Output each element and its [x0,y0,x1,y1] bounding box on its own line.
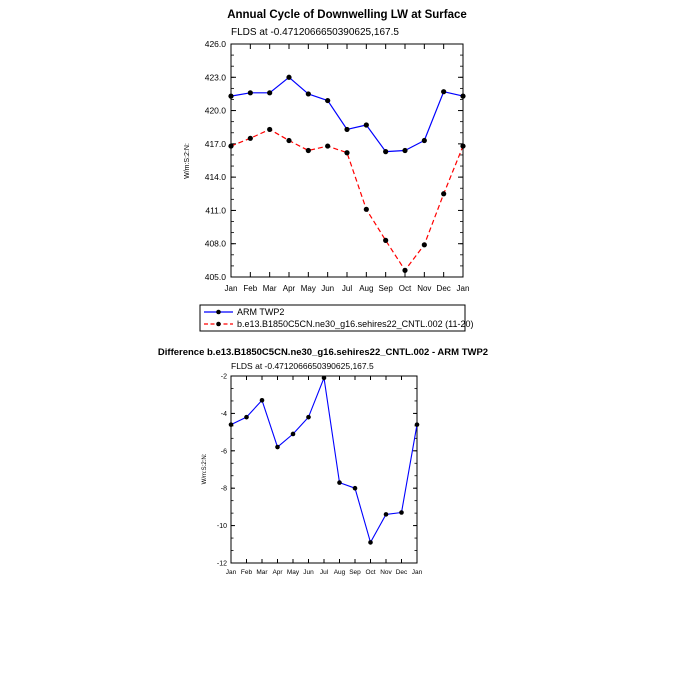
top-series-1-point [267,126,273,133]
bottom-y-tick-label: -4 [221,411,227,418]
legend-marker-1 [216,321,221,327]
bottom-x-tick-label: Jan [412,569,423,576]
bottom-x-tick-label: May [287,569,300,576]
top-y-tick-label: 420.0 [205,106,227,116]
bottom-chart-subtitle: FLDS at -0.4712066650390625,167.5 [231,361,374,371]
top-series-0-point [383,149,389,155]
top-series-1-point [460,143,466,149]
bottom-series-0-point [352,485,358,491]
top-chart-subtitle: FLDS at -0.4712066650390625,167.5 [231,27,399,38]
bottom-y-tick-label: -10 [217,523,227,530]
bottom-series-0-point [399,510,404,515]
top-series-1-point [305,147,311,154]
bottom-x-tick-label: Mar [256,569,268,576]
legend-label-1: b.e13.B1850C5CN.ne30_g16.sehires22_CNTL.… [237,319,474,329]
bottom-chart-title: Difference b.e13.B1850C5CN.ne30_g16.sehi… [158,347,488,358]
bottom-x-tick-label: Jan [226,569,237,576]
bottom-x-tick-label: Aug [334,569,346,576]
top-series-1-point [286,137,292,144]
bottom-series-0-point [275,444,280,450]
top-x-tick-label: Sep [379,284,394,293]
top-y-tick-label: 417.0 [205,139,227,149]
top-x-tick-label: Mar [263,284,277,293]
top-series-1-point [247,135,253,141]
top-x-tick-label: Nov [417,284,431,293]
top-series-0-point [402,147,408,154]
top-x-tick-label: Jun [321,284,334,293]
top-series-0-point [247,90,253,96]
bottom-chart-group: Jan Feb Mar Apr May Jun Jul Aug Sep Oct Nov Dec Jan -… [217,373,423,576]
top-series-0-point [460,93,466,99]
bottom-x-tick-label: Apr [272,569,283,576]
bottom-series-0-point [259,398,265,403]
bottom-series-0-point [414,422,420,427]
top-series-1-point [325,143,331,149]
legend-marker-0 [216,309,221,315]
bottom-x-tick-label: Feb [241,569,253,576]
top-series-1-point [363,206,369,212]
top-y-tick-label: 426.0 [205,39,227,49]
top-x-tick-label: Feb [243,284,257,293]
top-x-tick-label: Jan [457,284,470,293]
top-y-tick-label: 408.0 [205,239,227,249]
bottom-series-0-point [290,431,296,437]
top-series-1-point [441,191,447,197]
bottom-x-tick-label: Sep [349,569,361,576]
legend-box [199,304,466,332]
bottom-series-line-0 [230,377,418,543]
bottom-series-0-point [321,375,327,381]
top-x-tick-label: Aug [359,284,373,293]
top-y-tick-label: 411.0 [205,205,226,215]
bottom-y-tick-label: -6 [221,448,227,455]
top-x-tick-label: Jan [225,284,238,293]
top-series-line-0 [230,76,464,153]
top-x-tick-label: Jul [342,284,352,293]
top-plot-frame [230,43,464,278]
top-x-tick-label: Apr [283,284,296,293]
top-series-0-point [344,126,350,133]
top-series-0-point [228,93,234,99]
top-series-0-point [363,122,369,128]
top-series-1-point [228,143,234,149]
bottom-series-0-point [383,512,389,517]
top-series-0-point [286,74,292,80]
top-x-tick-label: Oct [399,284,412,293]
bottom-x-tick-label: Oct [365,569,375,576]
top-chart-title: Annual Cycle of Downwelling LW at Surfac… [227,9,467,21]
bottom-chart-y-axis-label: W/m:S:2:N: [202,453,208,484]
bottom-x-tick-label: Dec [396,569,408,576]
top-y-tick-label: 423.0 [205,72,227,82]
bottom-x-tick-label: Jun [303,569,314,576]
bottom-series-0-point [368,540,373,545]
top-x-tick-label: May [301,284,316,293]
top-chart-y-axis-label: W/m:S:2:N: [184,143,191,179]
top-y-tick-label: 405.0 [205,272,227,282]
bottom-series-0-point [228,422,234,427]
bottom-x-tick-label: Nov [380,569,392,576]
chart-dynamic-layer: Jan Feb Mar Apr May Jun Jul Aug Sep Oct Nov Dec Jan4… [199,39,474,576]
top-series-1-point [383,237,389,243]
bottom-series-0-point [244,414,249,420]
top-series-1-point [421,242,427,248]
top-series-0-point [421,137,427,144]
top-x-tick-label: Dec [437,284,451,293]
top-series-0-point [267,90,273,96]
top-series-0-point [325,97,331,104]
legend-label-0: ARM TWP2 [237,307,284,317]
bottom-x-tick-label: Jul [320,569,329,576]
bottom-series-0-point [306,414,311,420]
top-series-1-point [402,267,408,273]
bottom-y-tick-label: -8 [221,486,227,493]
top-y-tick-label: 414.0 [205,172,227,182]
bottom-y-tick-label: -12 [217,560,227,567]
top-series-0-point [441,89,447,95]
top-chart-group: Jan Feb Mar Apr May Jun Jul Aug Sep Oct Nov Dec Jan 4… [199,39,474,332]
top-series-0-point [305,91,311,97]
bottom-y-tick-label: -2 [221,373,227,380]
top-series-1-point [344,150,350,156]
bottom-series-0-point [337,480,342,485]
